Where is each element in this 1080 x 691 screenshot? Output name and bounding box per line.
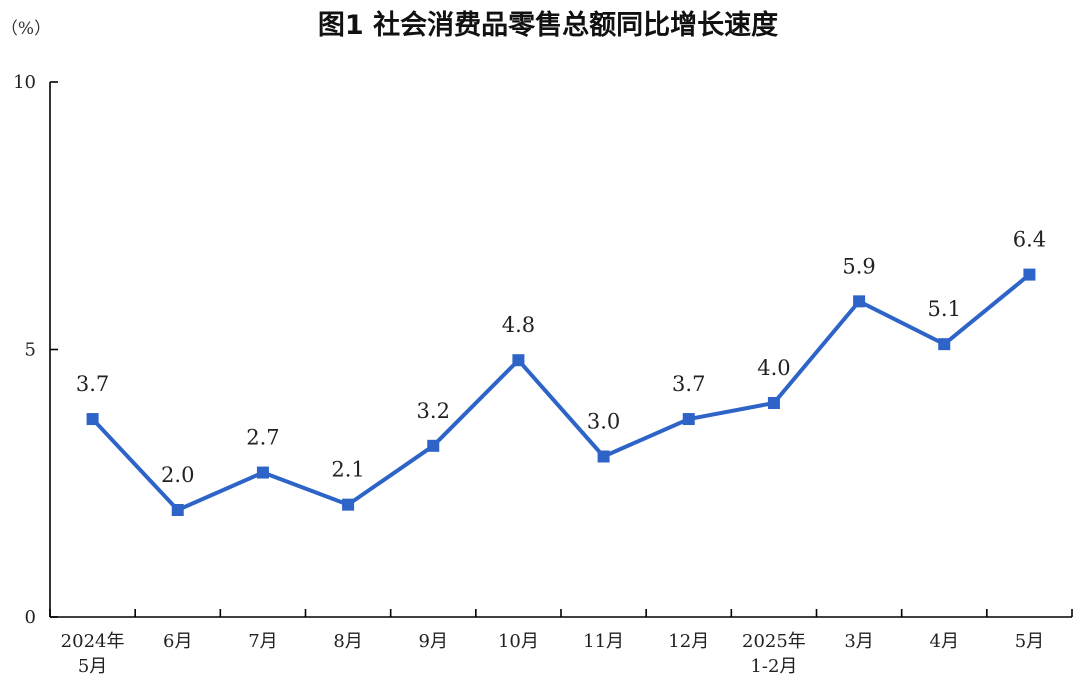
x-tick-label: 3月: [844, 631, 873, 652]
series-layer: [86, 268, 1036, 516]
x-tick-label: 8月: [333, 631, 362, 652]
x-tick-label: 9月: [419, 631, 448, 652]
x-axis-ticks: 2024年 5月 6月 7月 8月 9月 10月 11月 12月 2025年 1-2月 3月 4月 5月: [49, 609, 1073, 677]
x-tick-label: 12月: [668, 631, 709, 652]
x-tick-label-line: 2025年: [742, 631, 806, 652]
x-tick-label: 2024年 5月: [61, 631, 125, 677]
data-label: 2.0: [161, 463, 194, 487]
y-tick-label: 10: [13, 72, 36, 93]
data-label: 2.1: [331, 458, 364, 482]
data-point-marker: [86, 413, 99, 426]
x-tick-label-line: 9月: [419, 631, 448, 652]
data-point-marker: [342, 498, 355, 511]
data-label: 4.0: [757, 356, 790, 380]
x-tick-label-line: 8月: [333, 631, 362, 652]
x-tick-label-line: 11月: [583, 631, 624, 652]
data-label: 6.4: [1013, 228, 1046, 252]
x-tick-label: 10月: [498, 631, 539, 652]
y-axis-ticks: 0 5 10: [13, 72, 58, 628]
data-point-marker: [171, 504, 184, 516]
data-point-marker: [853, 295, 866, 308]
x-tick-label-line: 12月: [668, 631, 709, 652]
data-label: 4.8: [502, 313, 535, 337]
y-tick-label: 0: [25, 607, 36, 628]
x-tick-label: 7月: [248, 631, 277, 652]
x-tick-label-line: 7月: [248, 631, 277, 652]
data-point-marker: [767, 397, 780, 409]
data-point-marker: [427, 439, 440, 452]
data-point-marker: [256, 466, 269, 479]
x-tick-label: 11月: [583, 631, 624, 652]
chart-title: 图1 社会消费品零售总额同比增长速度: [318, 9, 778, 41]
x-tick-label-line: 10月: [498, 631, 539, 652]
x-tick-label-line: 5月: [78, 656, 107, 677]
y-axis-unit-label: （%）: [1, 19, 51, 39]
y-tick-label: 5: [25, 340, 36, 361]
x-tick-label: 6月: [163, 631, 192, 652]
data-point-marker: [597, 450, 610, 463]
data-point-marker: [1023, 268, 1036, 281]
data-point-marker: [512, 354, 525, 367]
data-point-marker: [938, 338, 951, 351]
series-line: [91, 273, 1031, 512]
x-tick-label-line: 3月: [844, 631, 873, 652]
x-tick-label: 5月: [1015, 631, 1044, 652]
data-labels: 3.7 2.0 2.7 2.1 3.2 4.8 3.0 3.7 4.0 5.9 5.1 6.4: [76, 228, 1046, 487]
data-label: 5.9: [842, 254, 875, 278]
axes: [49, 82, 1072, 618]
x-tick-label: 4月: [930, 631, 959, 652]
x-tick-label-line: 5月: [1015, 631, 1044, 652]
data-label: 3.0: [587, 410, 620, 434]
data-label: 3.7: [672, 372, 705, 396]
data-label: 5.1: [928, 297, 961, 321]
data-label: 2.7: [246, 426, 279, 450]
x-tick-label-line: 4月: [930, 631, 959, 652]
data-label: 3.2: [417, 399, 450, 423]
x-tick-label-line: 2024年: [61, 631, 125, 652]
data-label: 3.7: [76, 372, 109, 396]
x-tick-label-line: 1-2月: [750, 656, 797, 677]
x-tick-label: 2025年 1-2月: [742, 631, 806, 677]
x-tick-label-line: 6月: [163, 631, 192, 652]
data-point-marker: [682, 413, 695, 426]
